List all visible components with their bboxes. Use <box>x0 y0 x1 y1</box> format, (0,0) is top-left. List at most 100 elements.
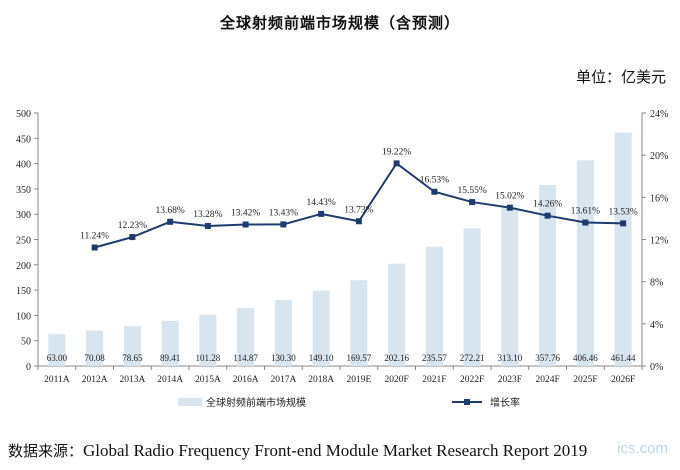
y-left-tick-label: 0 <box>26 362 31 373</box>
y-right-tick-label: 12% <box>650 236 668 247</box>
bar <box>388 263 406 366</box>
growth-rate-label: 13.68% <box>155 206 184 216</box>
x-tick-label: 2026F <box>611 375 635 385</box>
bar <box>161 320 179 366</box>
source-prefix: 数据来源： <box>8 442 84 460</box>
y-left-tick-label: 150 <box>16 286 31 297</box>
growth-rate-point <box>204 223 211 230</box>
growth-rate-label: 13.61% <box>571 207 600 217</box>
bar-value-label: 78.65 <box>122 353 143 363</box>
growth-rate-label: 19.22% <box>382 147 411 157</box>
bar <box>237 307 255 366</box>
bar-value-label: 357.76 <box>535 353 560 363</box>
bar-value-label: 169.57 <box>347 353 372 363</box>
chart-title: 全球射频前端市场规模（含预测） <box>219 14 460 32</box>
bar-value-label: 461.44 <box>611 353 636 363</box>
bar-value-label: 202.16 <box>384 353 409 363</box>
growth-rate-point <box>431 188 438 195</box>
growth-rate-label: 13.42% <box>231 209 260 219</box>
y-left-tick-label: 350 <box>16 185 31 196</box>
growth-rate-point <box>582 219 589 226</box>
growth-rate-label: 13.28% <box>193 210 222 220</box>
y-right-tick-label: 16% <box>650 193 668 204</box>
bar <box>123 326 141 366</box>
growth-rate-point <box>167 218 174 225</box>
y-left-tick-label: 100 <box>16 311 31 322</box>
y-left-tick-label: 500 <box>16 109 31 120</box>
bar-value-label: 89.41 <box>160 353 180 363</box>
growth-rate-point <box>280 221 287 228</box>
legend-line-marker <box>464 399 470 405</box>
bar <box>463 228 481 366</box>
growth-rate-label: 15.55% <box>457 186 486 196</box>
bar <box>350 280 368 366</box>
y-left-tick-label: 50 <box>21 337 31 348</box>
bar <box>312 290 330 366</box>
source-text: Global Radio Frequency Front-end Module … <box>83 441 588 460</box>
y-left-tick-label: 200 <box>16 261 31 272</box>
x-tick-label: 2016A <box>233 375 259 385</box>
growth-rate-point <box>620 220 627 227</box>
x-tick-label: 2012A <box>82 375 108 385</box>
growth-rate-label: 14.26% <box>533 200 562 210</box>
growth-rate-label: 11.24% <box>80 232 109 242</box>
y-right-tick-label: 8% <box>650 278 663 289</box>
bar <box>274 300 292 366</box>
growth-rate-label: 13.53% <box>608 207 637 217</box>
bar <box>614 132 632 366</box>
legend-line-label: 增长率 <box>490 396 520 409</box>
growth-rate-label: 15.02% <box>495 192 524 202</box>
y-left-tick-label: 400 <box>16 160 31 171</box>
growth-rate-label: 12.23% <box>118 221 147 231</box>
y-right-tick-label: 24% <box>650 109 668 120</box>
y-left-tick-label: 300 <box>16 210 31 221</box>
growth-rate-point <box>355 218 362 225</box>
bar <box>576 160 594 366</box>
growth-rate-point <box>544 212 551 219</box>
bar-value-label: 101.28 <box>196 353 221 363</box>
bar-value-label: 114.87 <box>233 353 258 363</box>
growth-rate-point <box>506 204 513 211</box>
y-right-tick-label: 0% <box>650 362 663 373</box>
bar-value-label: 70.08 <box>85 353 106 363</box>
bar-value-label: 149.10 <box>309 353 334 363</box>
y-right-tick-label: 4% <box>650 320 663 331</box>
x-tick-label: 2015A <box>195 375 221 385</box>
x-tick-label: 2020F <box>384 375 408 385</box>
bar-value-label: 63.00 <box>47 353 68 363</box>
legend-bar-label: 全球射频前端市场规模 <box>206 396 306 409</box>
growth-rate-label: 13.43% <box>269 208 298 218</box>
y-left-tick-label: 250 <box>16 236 31 247</box>
x-tick-label: 2023F <box>498 375 522 385</box>
x-tick-label: 2011A <box>44 375 70 385</box>
growth-rate-point <box>91 244 98 251</box>
x-tick-label: 2014A <box>157 375 183 385</box>
bar-value-label: 235.57 <box>422 353 447 363</box>
x-tick-label: 2018A <box>308 375 334 385</box>
bar <box>425 246 443 366</box>
bar <box>199 314 217 366</box>
watermark: ics.com <box>617 440 668 457</box>
legend-bar-swatch <box>178 398 202 406</box>
growth-rate-label: 14.43% <box>306 198 335 208</box>
growth-rate-label: 13.73% <box>344 205 373 215</box>
bar-value-label: 406.46 <box>573 353 598 363</box>
growth-rate-point <box>393 160 400 167</box>
bar <box>86 330 104 366</box>
bar <box>48 334 66 366</box>
x-tick-label: 2021F <box>422 375 446 385</box>
bar-value-label: 313.10 <box>498 353 523 363</box>
y-left-tick-label: 450 <box>16 134 31 145</box>
x-tick-label: 2019E <box>346 375 371 385</box>
x-tick-label: 2017A <box>270 375 296 385</box>
bar-value-label: 272.21 <box>460 353 485 363</box>
bar-value-label: 130.30 <box>271 353 296 363</box>
x-tick-label: 2025F <box>573 375 597 385</box>
bar <box>539 184 557 366</box>
growth-rate-point <box>469 199 476 206</box>
growth-rate-label: 16.53% <box>420 176 449 186</box>
x-tick-label: 2013A <box>119 375 145 385</box>
growth-rate-point <box>318 210 325 217</box>
y-right-tick-label: 20% <box>650 151 668 162</box>
